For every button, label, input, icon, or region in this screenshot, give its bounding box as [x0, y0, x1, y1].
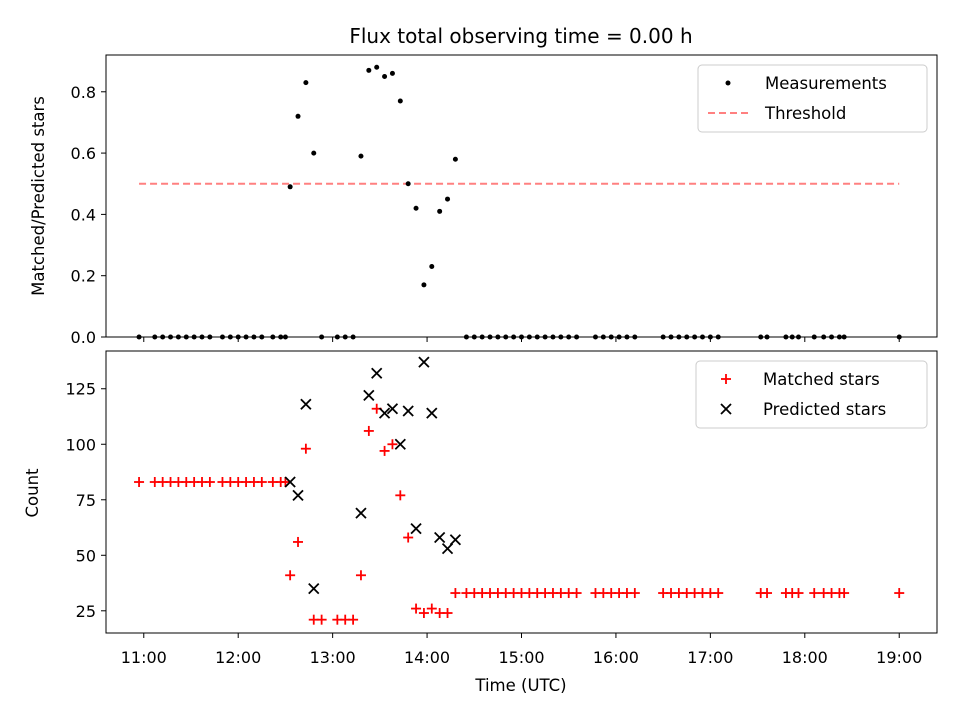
- predicted-star-point: [449, 534, 462, 546]
- matched-star-point: [793, 588, 804, 599]
- bottom-y-tick-label: 25: [76, 602, 96, 621]
- legend-matched-label: Matched stars: [763, 370, 880, 389]
- matched-star-point: [204, 477, 215, 488]
- top-y-axis-label: Matched/Predicted stars: [29, 96, 48, 296]
- x-tick-label: 12:00: [215, 648, 261, 667]
- predicted-star-point: [410, 523, 422, 535]
- matched-star-point: [426, 603, 437, 614]
- legend-matched-marker: [721, 374, 731, 384]
- x-tick-label: 14:00: [404, 648, 450, 667]
- measurement-point: [397, 98, 403, 104]
- measurement-point: [413, 205, 419, 211]
- matched-star-point: [379, 445, 390, 456]
- measurement-point: [287, 184, 293, 190]
- x-tick-label: 18:00: [782, 648, 828, 667]
- measurement-point: [421, 282, 427, 288]
- matched-star-point: [316, 614, 327, 625]
- legend-predicted-marker: [720, 403, 732, 415]
- matched-star-point: [395, 490, 406, 501]
- x-tick-label: 13:00: [310, 648, 356, 667]
- matched-star-point: [809, 588, 820, 599]
- matched-star-point: [571, 588, 582, 599]
- predicted-star-point: [363, 389, 375, 402]
- measurement-point: [445, 196, 451, 202]
- matched-star-point: [363, 425, 374, 436]
- measurement-point: [437, 208, 443, 214]
- top-chart-title: Flux total observing time = 0.00 h: [349, 24, 692, 48]
- matched-star-point: [762, 588, 773, 599]
- legend-predicted-label: Predicted stars: [763, 400, 886, 419]
- measurement-point: [382, 73, 388, 79]
- legend-measurements-label: Measurements: [765, 74, 887, 93]
- bottom-y-tick-label: 125: [65, 380, 96, 399]
- legend-measurements-marker: [725, 80, 731, 86]
- x-tick-label: 17:00: [687, 648, 733, 667]
- matched-star-point: [450, 588, 461, 599]
- matched-star-point: [713, 588, 724, 599]
- x-tick-label: 16:00: [593, 648, 639, 667]
- measurement-point: [374, 64, 380, 70]
- measurement-point: [311, 150, 317, 156]
- matched-star-point: [134, 477, 145, 488]
- top-y-tick-label: 0.4: [71, 205, 96, 224]
- predicted-star-point: [308, 582, 320, 595]
- bottom-y-axis-label: Count: [23, 468, 42, 518]
- measurement-point: [452, 156, 458, 162]
- predicted-star-point: [292, 489, 304, 501]
- matched-star-point: [300, 443, 311, 454]
- bottom-y-tick-label: 100: [65, 435, 96, 454]
- predicted-star-point: [402, 405, 414, 417]
- predicted-star-point: [426, 407, 438, 419]
- matched-star-point: [355, 570, 366, 581]
- x-tick-label: 19:00: [876, 648, 922, 667]
- x-tick-label: 11:00: [121, 648, 167, 667]
- x-axis-label: Time (UTC): [474, 676, 566, 695]
- measurement-point: [303, 80, 309, 86]
- top-y-tick-label: 0.6: [71, 144, 96, 163]
- predicted-star-point: [284, 476, 296, 488]
- top-legend-box: [697, 64, 928, 133]
- bottom-legend-box: [695, 360, 928, 429]
- matched-star-point: [348, 614, 359, 625]
- measurement-point: [358, 153, 364, 159]
- measurement-point: [389, 70, 395, 76]
- bottom-plot-area: [134, 356, 905, 625]
- matched-star-point: [442, 608, 453, 619]
- bottom-y-tick-label: 75: [76, 491, 96, 510]
- predicted-star-point: [394, 438, 406, 450]
- matched-star-point: [403, 532, 414, 543]
- matched-star-point: [629, 588, 640, 599]
- predicted-star-point: [434, 531, 446, 544]
- bottom-legend: Matched stars Predicted stars: [695, 360, 928, 429]
- legend-threshold-label: Threshold: [764, 104, 846, 123]
- predicted-star-point: [371, 367, 383, 379]
- matched-star-point: [418, 608, 429, 619]
- matched-star-point: [256, 477, 267, 488]
- matched-star-point: [411, 603, 422, 614]
- top-legend: Measurements Threshold: [697, 64, 928, 133]
- predicted-star-point: [355, 507, 367, 519]
- predicted-star-point: [386, 403, 399, 415]
- measurement-point: [366, 67, 372, 73]
- x-tick-label: 15:00: [498, 648, 544, 667]
- matched-star-point: [293, 536, 304, 547]
- measurement-point: [429, 264, 435, 269]
- matched-star-point: [839, 588, 850, 599]
- measurement-point: [405, 181, 411, 187]
- top-y-tick-label: 0.2: [71, 267, 96, 286]
- matched-star-point: [280, 477, 291, 488]
- predicted-star-point: [441, 542, 454, 555]
- top-y-tick-label: 0.0: [71, 328, 96, 347]
- predicted-star-point: [418, 356, 430, 368]
- measurement-point: [295, 113, 301, 119]
- matched-star-point: [285, 570, 296, 581]
- matched-star-point: [387, 439, 398, 450]
- predicted-star-point: [300, 398, 312, 410]
- bottom-y-tick-label: 50: [76, 546, 96, 565]
- predicted-star-point: [378, 407, 391, 419]
- matched-star-point: [894, 588, 905, 599]
- top-y-tick-label: 0.8: [71, 83, 96, 102]
